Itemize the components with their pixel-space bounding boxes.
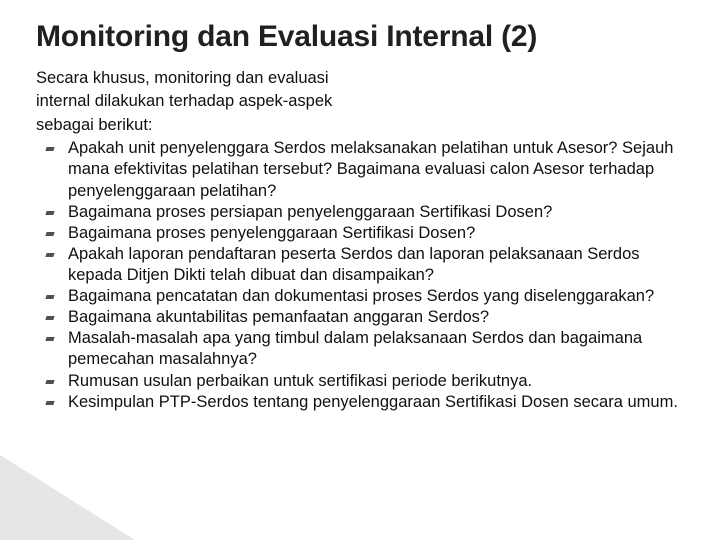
list-item: Rumusan usulan perbaikan untuk sertifika…: [40, 371, 684, 392]
list-item: Apakah unit penyelenggara Serdos melaksa…: [40, 138, 684, 201]
list-item: Apakah laporan pendaftaran peserta Serdo…: [40, 244, 684, 286]
list-item: Bagaimana akuntabilitas pemanfaatan angg…: [40, 307, 684, 328]
list-item: Bagaimana proses penyelenggaraan Sertifi…: [40, 223, 684, 244]
slide-title: Monitoring dan Evaluasi Internal (2): [36, 20, 684, 54]
intro-line-1: Secara khusus, monitoring dan evaluasi: [36, 68, 396, 89]
list-item: Bagaimana proses persiapan penyelenggara…: [40, 202, 684, 223]
corner-accent: [0, 455, 135, 540]
list-item: Masalah-masalah apa yang timbul dalam pe…: [40, 328, 684, 370]
list-item: Bagaimana pencatatan dan dokumentasi pro…: [40, 286, 684, 307]
bullet-list: Apakah unit penyelenggara Serdos melaksa…: [36, 138, 684, 412]
list-item: Kesimpulan PTP-Serdos tentang penyelengg…: [40, 392, 684, 413]
intro-line-2: internal dilakukan terhadap aspek-aspek: [36, 91, 396, 112]
intro-line-3: sebagai berikut:: [36, 115, 396, 136]
